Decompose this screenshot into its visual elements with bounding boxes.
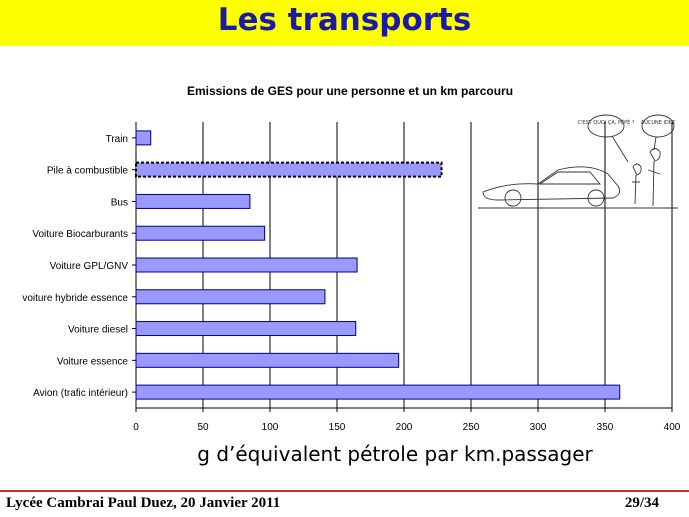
cartoon-illustration: C'EST QUOI ÇA, PÉPÉ ? AUCUNE IDÉE <box>478 114 678 209</box>
x-tick-label: 150 <box>329 422 346 433</box>
category-label: Bus <box>111 197 128 208</box>
bar-4 <box>135 257 358 273</box>
bar-2 <box>135 193 251 209</box>
x-tick-label: 250 <box>463 422 480 433</box>
category-label: Avion (trafic intérieur) <box>33 388 128 399</box>
x-tick-label: 300 <box>530 422 547 433</box>
bar-0 <box>135 130 152 146</box>
page-number: 29/34 <box>624 495 659 511</box>
x-tick-label: 100 <box>262 422 279 433</box>
bar-1 <box>135 161 443 178</box>
bar-6 <box>135 321 357 337</box>
footer-divider <box>0 490 689 492</box>
speech-bubble-left: C'EST QUOI ÇA, PÉPÉ ? <box>577 118 634 126</box>
x-axis-label: g d’équivalent pétrole par km.passager <box>197 442 593 466</box>
category-label: Voiture Biocarburants <box>32 229 128 240</box>
x-tick-label: 200 <box>396 422 413 433</box>
title-bar <box>0 0 689 46</box>
category-label: Voiture GPL/GNV <box>50 261 129 272</box>
category-label: voiture hybride essence <box>22 293 128 304</box>
bar-7 <box>135 352 400 368</box>
x-tick-label: 350 <box>597 422 614 433</box>
category-label: Voiture diesel <box>68 325 128 336</box>
x-tick-label: 0 <box>133 422 139 433</box>
bar-8 <box>135 384 621 400</box>
bar-3 <box>135 225 266 241</box>
category-label: Train <box>106 134 128 145</box>
bar-5 <box>135 289 326 305</box>
x-tick-label: 50 <box>197 422 209 433</box>
footer-text: Lycée Cambrai Paul Duez, 20 Janvier 2011 <box>6 495 281 511</box>
bar-chart: 0 50 100 150 200 250 300 350 400 Train Pile à comb… <box>22 122 681 433</box>
speech-bubble-right: AUCUNE IDÉE <box>641 118 675 126</box>
category-label: Pile à combustible <box>47 166 129 177</box>
x-tick-label: 400 <box>664 422 681 433</box>
chart-title: Emissions de GES pour une personne et un… <box>186 84 514 98</box>
category-label: Voiture essence <box>57 356 129 367</box>
page-title: Les transports <box>217 2 472 38</box>
